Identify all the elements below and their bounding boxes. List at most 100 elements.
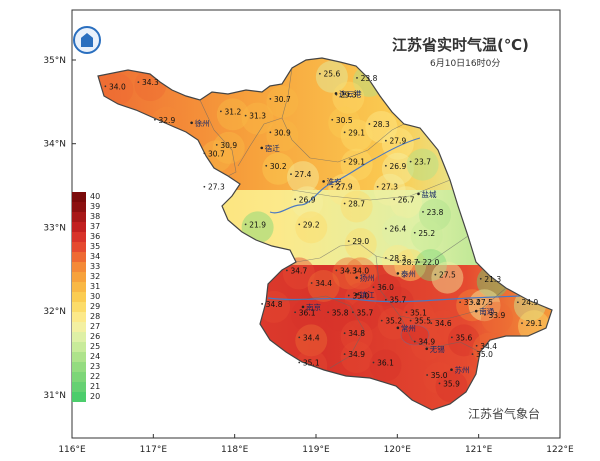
legend-swatch bbox=[72, 282, 86, 292]
legend-swatch bbox=[72, 332, 86, 342]
lat-tick-label: 32°N bbox=[43, 307, 66, 317]
temperature-blob bbox=[381, 286, 414, 319]
city-label: 连云港 bbox=[339, 88, 362, 98]
legend-label: 33 bbox=[90, 262, 101, 271]
legend-swatch bbox=[72, 382, 86, 392]
legend-label: 32 bbox=[90, 272, 101, 281]
legend-swatch bbox=[72, 302, 86, 312]
station-marker bbox=[343, 353, 346, 356]
temperature-blob bbox=[287, 161, 319, 194]
city-marker bbox=[396, 326, 400, 330]
legend-swatch bbox=[72, 262, 86, 272]
temperature-field bbox=[98, 58, 552, 410]
legend-label: 27 bbox=[90, 322, 101, 331]
station-marker bbox=[318, 72, 321, 75]
legend-label: 36 bbox=[90, 232, 101, 241]
temperature-blob bbox=[373, 173, 406, 206]
station-marker bbox=[347, 294, 350, 297]
station-marker bbox=[426, 374, 429, 376]
station-temperature: 26.4 bbox=[390, 225, 407, 234]
station-temperature: 35.7 bbox=[357, 308, 374, 317]
station-marker bbox=[516, 301, 519, 304]
lat-tick-label: 34°N bbox=[43, 140, 66, 150]
station-temperature: 34.4 bbox=[315, 279, 332, 288]
station-temperature: 34.9 bbox=[348, 350, 365, 359]
legend-label: 25 bbox=[90, 342, 101, 351]
station-marker bbox=[368, 123, 371, 125]
station-temperature: 28.7 bbox=[348, 199, 365, 208]
temperature-blob bbox=[307, 269, 340, 302]
legend-swatch bbox=[72, 242, 86, 252]
legend-swatch bbox=[72, 312, 86, 322]
temperature-blob bbox=[419, 198, 451, 231]
station-marker bbox=[104, 85, 107, 88]
temperature-blob bbox=[435, 370, 468, 403]
station-temperature: 27.9 bbox=[336, 183, 353, 192]
station-marker bbox=[137, 81, 140, 84]
legend-swatch bbox=[72, 232, 86, 242]
station-marker bbox=[244, 223, 247, 226]
city-marker bbox=[322, 180, 325, 183]
city-boundary bbox=[309, 123, 405, 163]
city-label: 镇江 bbox=[360, 289, 375, 299]
temperature-blob bbox=[328, 173, 361, 206]
city-boundary bbox=[295, 235, 469, 263]
temperature-blob bbox=[394, 249, 427, 282]
canal bbox=[375, 137, 421, 159]
station-marker bbox=[521, 322, 523, 325]
station-marker bbox=[384, 298, 387, 301]
station-temperature: 30.9 bbox=[220, 141, 237, 150]
station-temperature: 27.5 bbox=[476, 298, 493, 307]
legend-swatch bbox=[72, 272, 86, 282]
station-temperature: 27.9 bbox=[390, 137, 407, 146]
city-label: 淮安 bbox=[327, 176, 342, 186]
station-temperature: 35.1 bbox=[410, 308, 427, 317]
lat-tick-label: 35°N bbox=[43, 56, 66, 66]
map-frame: 116°E 117°E 118°E 119°E 120°E 121°E 122°E 35°N 3… bbox=[43, 9, 574, 455]
station-marker bbox=[356, 77, 358, 79]
station-temperature: 29.3 bbox=[340, 91, 357, 100]
temperature-blob bbox=[295, 324, 328, 357]
legend-entry: 27 bbox=[72, 322, 100, 332]
temperature-blob bbox=[266, 119, 299, 152]
legend-entry: 25 bbox=[72, 342, 100, 352]
station-temperature: 29.2 bbox=[303, 220, 320, 229]
station-marker bbox=[347, 240, 350, 243]
station-marker bbox=[343, 332, 346, 335]
station-marker bbox=[219, 110, 222, 113]
station-temperature: 28.3 bbox=[373, 120, 390, 129]
legend-swatch bbox=[72, 372, 86, 382]
station-marker bbox=[483, 313, 486, 316]
station-marker bbox=[479, 277, 482, 280]
station-temperature: 35.8 bbox=[332, 308, 349, 317]
legend-entry: 31 bbox=[72, 282, 100, 292]
legend-entry: 32 bbox=[72, 272, 100, 282]
city-label: 苏州 bbox=[455, 365, 470, 375]
station-temperature: 29.1 bbox=[348, 158, 365, 167]
station-temperature: 26.9 bbox=[390, 162, 407, 171]
station-marker bbox=[380, 319, 383, 322]
legend-label: 20 bbox=[90, 392, 101, 401]
station-marker bbox=[384, 139, 387, 142]
lon-tick-label: 117°E bbox=[140, 445, 168, 455]
station-temperature: 35.2 bbox=[385, 317, 402, 326]
station-temperature: 36.0 bbox=[377, 283, 394, 292]
temperature-blob bbox=[101, 73, 134, 106]
legend-label: 38 bbox=[90, 212, 101, 221]
station-temperature: 32.9 bbox=[159, 116, 176, 125]
legend-entry: 35 bbox=[72, 242, 100, 252]
city-boundary bbox=[291, 179, 451, 201]
city-marker bbox=[190, 121, 193, 125]
station-temperature: 31.3 bbox=[249, 112, 266, 121]
station-temperature: 28.3 bbox=[390, 254, 407, 263]
temperature-blob bbox=[480, 301, 513, 334]
station-temperature: 35.5 bbox=[414, 317, 431, 326]
temperature-blob bbox=[402, 299, 435, 332]
station-marker bbox=[269, 97, 272, 100]
station-temperature: 26.9 bbox=[299, 195, 316, 204]
legend-swatch bbox=[72, 322, 86, 332]
temperature-blob bbox=[216, 98, 249, 131]
legend-entry: 39 bbox=[72, 202, 100, 212]
city-label: 宿迁 bbox=[265, 143, 280, 153]
